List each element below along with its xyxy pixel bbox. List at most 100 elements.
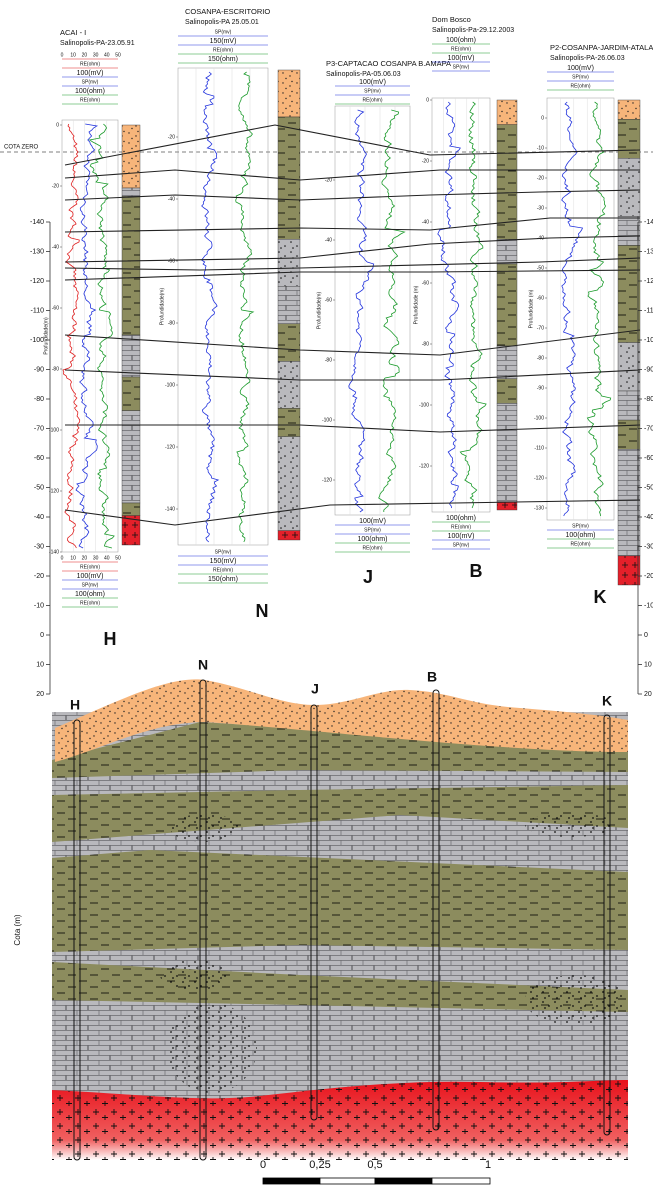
correlation-line [65,218,640,232]
log-curve [236,72,254,542]
y-tick-label: -100 [30,337,44,344]
log-track [62,120,118,552]
depth-tick-label: -100 [165,382,175,388]
y-tick-label: 0 [40,632,44,639]
depth-tick-label: -30 [537,205,544,211]
scale-label: SP(mv) [453,64,470,70]
re-scale-label: 30 [93,555,99,561]
correlation-line [65,330,640,355]
y-tick-label: -140 [30,219,44,226]
y-tick-label: -140 [644,219,653,226]
depth-tick-label: -130 [534,505,544,511]
correlation-line [65,170,640,180]
scale-label: SP(mv) [82,582,99,588]
depth-tick-label: -110 [534,445,544,451]
lithology-unit [618,216,640,245]
depth-tick-label: -60 [52,305,59,311]
scale-label: 150(ohm) [208,56,238,63]
well-title: P2-COSANPA-JARDIM-ATALAIA [550,43,653,52]
depth-tick-label: -100 [322,417,332,423]
scale-label: RE(ohm) [213,47,233,53]
lithology-unit [278,437,300,531]
y-tick-label: -130 [644,248,653,255]
re-scale-label: 30 [93,52,99,58]
depth-tick-label: -80 [168,320,175,326]
re-scale-label: 40 [104,52,110,58]
re-scale-label: 20 [82,52,88,58]
depth-tick-label: -20 [537,175,544,181]
depth-tick-label: -120 [322,477,332,483]
y-tick-label: -10 [34,602,44,609]
depth-tick-label: -100 [419,402,429,408]
scale-label: 100(ohm) [75,591,105,598]
depth-tick-label: -120 [534,475,544,481]
depth-tick-label: -40 [325,237,332,243]
log-curve [349,110,374,512]
scale-label: RE(ohm) [213,567,233,573]
scale-label: 100(ohm) [75,88,105,95]
lithology-unit [618,449,640,556]
y-tick-label: -60 [34,455,44,462]
depth-tick-label: -90 [537,385,544,391]
lithology-unit [497,379,517,404]
re-scale-label: 10 [70,555,76,561]
lithology-unit [497,100,517,125]
log-track [335,106,410,515]
depth-axis-label: Profundidade (m) [528,289,534,328]
scale-label: SP(mv) [572,74,589,80]
depth-tick-label: -40 [52,244,59,250]
scale-label: RE(ohm) [570,541,590,547]
scale-label: SP(mv) [82,79,99,85]
y-tick-label: 10 [36,661,44,668]
lithology-unit [497,502,517,510]
scale-label: 150(ohm) [208,576,238,583]
scale-label: SP(mv) [364,527,381,533]
re-scale-label: 40 [104,555,110,561]
well-log: P2-COSANPA-JARDIM-ATALAIASalinopolis-PA-… [528,43,653,607]
depth-tick-label: -10 [537,145,544,151]
depth-tick-label: -80 [537,355,544,361]
lithology-unit [618,119,640,158]
depth-tick-label: -70 [537,325,544,331]
well-subtitle: Salinopolis-Pa-29.12.2003 [432,27,514,34]
scale-bar-segment [375,1178,432,1184]
y-tick-label: -30 [644,543,653,550]
lithology-unit [122,125,140,188]
well-log: Dom BoscoSalinopolis-Pa-29.12.2003100(oh… [413,15,517,581]
depth-tick-label: -100 [49,427,59,433]
scale-label: RE(ohm) [362,545,382,551]
lithology-unit [497,403,517,501]
scale-label: 100(mV) [567,65,594,72]
depth-tick-label: -140 [49,549,59,555]
well-letter: K [594,587,607,607]
scale-label: SP(mv) [572,523,589,529]
scale-label: 100(mV) [359,518,386,525]
scale-label: SP(mv) [364,88,381,94]
scale-label: 100(ohm) [358,536,388,543]
y-tick-label: -70 [644,425,653,432]
depth-tick-label: -140 [165,506,175,512]
y-tick-label: -110 [31,307,45,314]
y-tick-label: -120 [30,278,44,285]
well-letter: K [602,693,612,709]
sand-lens [167,1003,257,1093]
lithology-unit [122,377,140,411]
well-letter: J [311,681,319,697]
depth-axis-label: Profundidade (m) [413,285,419,324]
correlation-line [65,270,640,280]
scale-label: 100(ohm) [446,37,476,44]
scale-label: SP(mv) [453,542,470,548]
scale-label: RE(ohm) [451,46,471,52]
y-tick-label: -50 [644,484,653,491]
well-letter: N [256,601,269,621]
depth-tick-label: -60 [537,295,544,301]
well-title: ACAI - I [60,28,86,37]
y-tick-label: -80 [34,396,44,403]
well-title: COSANPA-ESCRITORIO [185,7,270,16]
y-tick-label: -80 [644,396,653,403]
y-tick-label: 20 [644,691,652,698]
depth-tick-label: 0 [541,115,544,121]
depth-tick-label: -40 [168,196,175,202]
depth-tick-label: -20 [422,158,429,164]
lithology-unit [618,420,640,449]
